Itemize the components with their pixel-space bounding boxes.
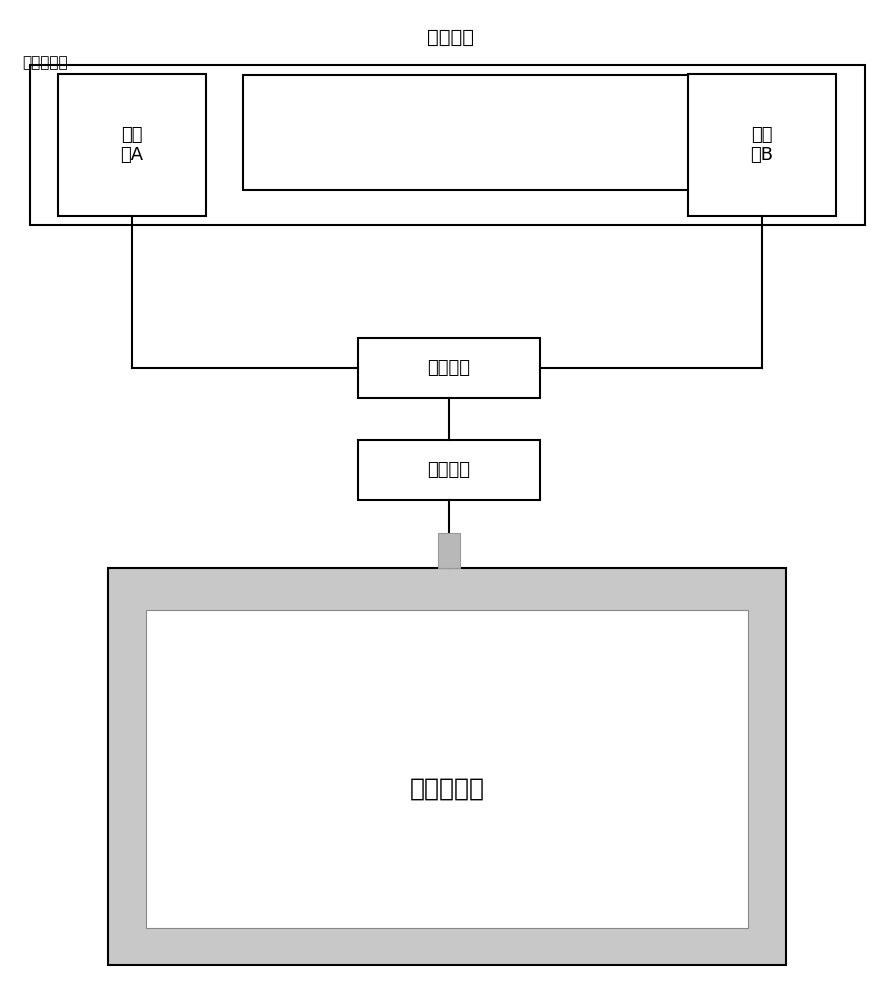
Bar	[58, 74, 206, 216]
Text: 管母外护层: 管母外护层	[22, 55, 67, 70]
Text: 金属
箔A: 金属 箔A	[120, 126, 143, 164]
Bar	[358, 338, 540, 398]
Text: 检测阻抗: 检测阻抗	[427, 461, 470, 479]
Bar	[688, 74, 836, 216]
Bar	[108, 568, 786, 965]
Bar	[30, 65, 865, 225]
Bar	[438, 533, 460, 568]
Text: 触摸显示屏: 触摸显示屏	[409, 777, 485, 801]
Bar	[243, 75, 780, 190]
Bar	[146, 610, 748, 928]
Bar	[358, 440, 540, 500]
Text: 选频放大: 选频放大	[427, 359, 470, 377]
Text: 金属
箔B: 金属 箔B	[751, 126, 773, 164]
Text: 中间接头: 中间接头	[426, 28, 473, 47]
